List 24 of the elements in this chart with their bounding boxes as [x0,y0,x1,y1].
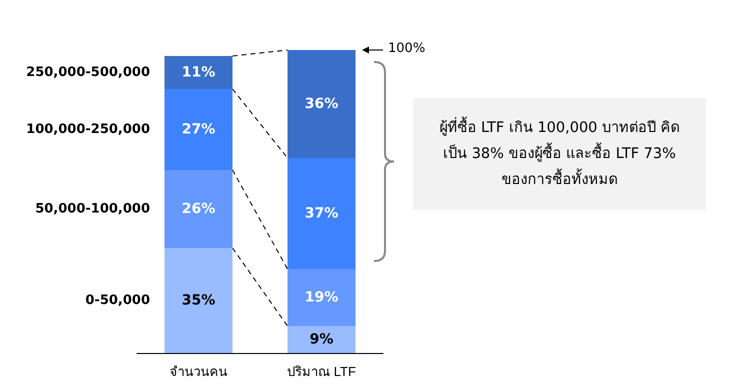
series-label: 0-50,000 [85,293,150,308]
data-label: 35% [182,292,216,308]
data-label: 11% [182,64,216,80]
data-label: 36% [304,96,338,112]
bar [288,269,356,326]
bar [288,326,356,353]
data-label: 26% [182,201,216,217]
data-label: 37% [304,206,338,222]
series-label: 250,000-500,000 [26,65,150,80]
series-label: 100,000-250,000 [26,122,150,137]
data-label: 19% [304,290,338,306]
data-label: 9% [310,332,334,348]
bar [288,50,356,158]
bar [164,89,232,170]
x-tick-label: จำนวนคน [170,364,228,379]
text: 100% [388,41,426,56]
bar [164,56,232,89]
text: ผู้ที่ซื้อ LTF เกิน 100,000 บาทต่อปี คิดเป็น 38% ของผู้ซื้อ และซื้อ LTF 73% ของการซื้อทั้งหมด [413,98,706,210]
data-label: 27% [182,122,216,138]
bar [288,158,356,269]
x-tick-label: ปริมาณ LTF [287,364,356,379]
series-label: 50,000-100,000 [35,202,150,216]
bar [164,170,232,248]
bar [164,248,232,353]
